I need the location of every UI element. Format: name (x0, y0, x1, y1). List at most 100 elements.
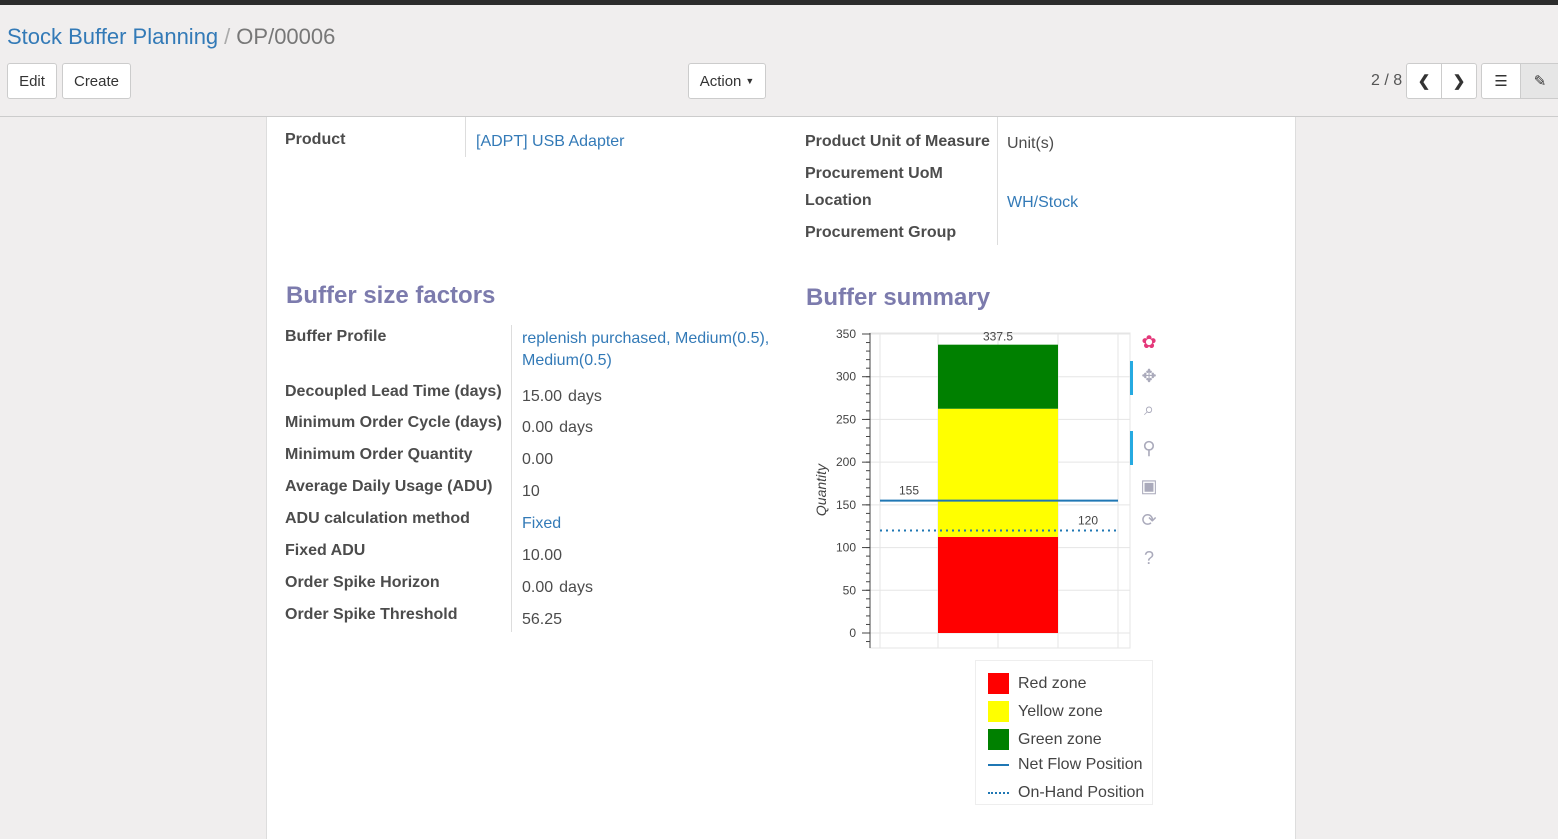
factor-value-text: 10 (522, 483, 540, 500)
factor-value[interactable]: replenish purchased, Medium(0.5), Medium… (522, 328, 782, 372)
product-value[interactable]: [ADPT] USB Adapter (476, 133, 625, 150)
factor-label: Average Daily Usage (ADU) (285, 478, 493, 495)
y-axis-label: Quantity (813, 463, 829, 516)
factor-value-text: Fixed (522, 515, 562, 532)
form-view-button[interactable]: ✎ (1520, 63, 1558, 99)
factor-value: 0.00 days (522, 577, 782, 599)
factor-label: ADU calculation method (285, 510, 470, 527)
next-button[interactable]: ❯ (1441, 63, 1477, 99)
line-label: 155 (899, 484, 919, 498)
save-icon[interactable]: ▣ (1140, 476, 1158, 496)
reset-icon[interactable]: ⟳ (1141, 510, 1157, 530)
caret-down-icon: ▼ (745, 76, 755, 86)
factor-value: 10 (522, 481, 782, 503)
legend-line-swatch (988, 792, 1009, 794)
y-tick-label: 50 (843, 583, 857, 597)
legend-label: Green zone (1018, 730, 1102, 748)
factor-label: Order Spike Horizon (285, 574, 440, 591)
chevron-left-icon: ❮ (1417, 73, 1431, 90)
divider (511, 325, 512, 632)
factor-value: 0.00 days (522, 417, 782, 439)
factor-label: Minimum Order Quantity (285, 446, 473, 463)
line-label: 120 (1078, 513, 1098, 527)
uom-value: Unit(s) (1007, 135, 1055, 152)
chevron-right-icon: ❯ (1452, 73, 1466, 90)
location-label: Location (805, 192, 872, 209)
box-zoom-icon[interactable]: ⌕ (1143, 399, 1155, 419)
legend-item: Yellow zone (988, 701, 1103, 722)
pager-value: 2 / 8 (1371, 72, 1403, 89)
bar-yellow-zone (938, 408, 1058, 537)
bar-label: 337.5 (983, 330, 1013, 344)
procurement-group-label: Procurement Group (805, 224, 957, 241)
legend-item: Net Flow Position (988, 756, 1143, 774)
legend-item: Red zone (988, 673, 1087, 694)
factor-value-text: 0.00 (522, 419, 554, 436)
uom-label: Product Unit of Measure (805, 133, 990, 150)
legend-line-swatch (988, 764, 1009, 766)
legend-item: On-Hand Position (988, 784, 1144, 802)
top-bar (0, 0, 1558, 5)
factor-unit: days (559, 419, 593, 436)
factor-value[interactable]: Fixed (522, 513, 782, 535)
breadcrumb-current: OP/00006 (236, 24, 336, 49)
factor-label: Decoupled Lead Time (days) (285, 383, 502, 400)
y-tick-label: 150 (836, 498, 856, 512)
help-icon[interactable]: ? (1143, 548, 1154, 568)
buffer-summary-title: Buffer summary (806, 284, 991, 311)
pan-icon[interactable]: ✥ (1141, 366, 1157, 386)
y-tick-label: 100 (836, 541, 856, 555)
legend-swatch (988, 729, 1009, 750)
bar-green-zone (938, 344, 1058, 409)
factor-label: Order Spike Threshold (285, 606, 458, 623)
bokeh-logo-icon: ✿ (1141, 332, 1157, 352)
active-tool-indicator (1130, 431, 1133, 465)
factor-value: 10.00 (522, 545, 782, 567)
edit-icon: ✎ (1533, 73, 1547, 90)
factor-value-text: 0.00 (522, 579, 554, 596)
list-view-button[interactable]: ☰ (1481, 63, 1521, 99)
breadcrumb-separator: / (224, 24, 231, 49)
list-icon: ☰ (1494, 73, 1508, 90)
edit-button[interactable]: Edit (7, 63, 57, 99)
breadcrumb: Stock Buffer Planning / OP/00006 (7, 24, 335, 50)
active-tool-indicator (1130, 361, 1133, 395)
procurement-uom-label: Procurement UoM (805, 165, 943, 182)
factor-value-text: 10.00 (522, 547, 563, 564)
y-tick-label: 200 (836, 455, 856, 469)
legend-swatch (988, 701, 1009, 722)
breadcrumb-parent[interactable]: Stock Buffer Planning (7, 24, 219, 49)
factor-label: Minimum Order Cycle (days) (285, 414, 502, 431)
legend-label: Red zone (1018, 674, 1087, 692)
factor-unit: days (568, 388, 602, 405)
action-dropdown[interactable]: Action ▼ (688, 63, 766, 99)
create-button[interactable]: Create (62, 63, 131, 99)
factor-value: 56.25 (522, 609, 782, 631)
legend-label: Yellow zone (1018, 702, 1103, 720)
legend-item: Green zone (988, 729, 1102, 750)
divider (997, 117, 998, 245)
buffer-size-factors-title: Buffer size factors (286, 282, 496, 309)
factor-value: 15.00 days (522, 386, 782, 408)
factor-value: 0.00 (522, 449, 782, 471)
factor-value-text: 15.00 (522, 388, 563, 405)
bar-red-zone (938, 536, 1058, 633)
action-label: Action (699, 72, 742, 90)
y-tick-label: 300 (836, 370, 856, 384)
factor-value-text: 56.25 (522, 611, 563, 628)
legend-label: On-Hand Position (1018, 784, 1145, 801)
y-tick-label: 250 (836, 412, 856, 426)
legend-swatch (988, 673, 1009, 694)
factor-value-text: 0.00 (522, 451, 554, 468)
chart-legend: Red zone Yellow zone Green zone Net Flow Po… (975, 660, 1153, 805)
factor-value-text: replenish purchased, Medium(0.5), Medium… (522, 330, 770, 369)
y-tick-label: 350 (836, 327, 856, 341)
control-panel: Stock Buffer Planning / OP/00006 (0, 5, 1558, 117)
wheel-zoom-icon[interactable]: ⚲ (1142, 438, 1156, 458)
divider (465, 117, 466, 157)
y-tick-label: 0 (849, 626, 856, 640)
factor-label: Buffer Profile (285, 328, 387, 345)
location-value[interactable]: WH/Stock (1007, 194, 1079, 211)
legend-label: Net Flow Position (1018, 756, 1143, 773)
